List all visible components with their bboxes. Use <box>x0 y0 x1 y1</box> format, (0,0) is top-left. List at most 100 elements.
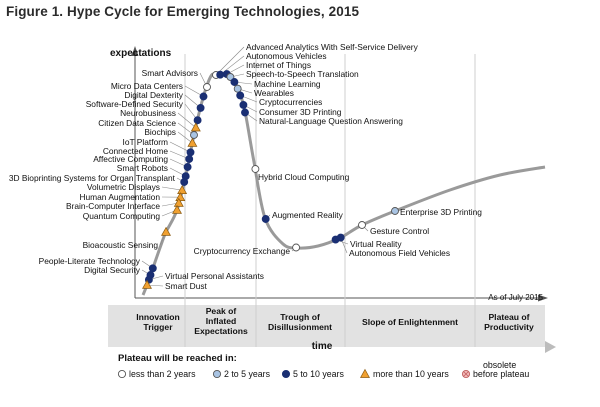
figure-title: Figure 1. Hype Cycle for Emerging Techno… <box>6 4 360 19</box>
technology-label: Digital Dexterity <box>124 90 183 100</box>
technology-label: Autonomous Field Vehicles <box>349 248 450 258</box>
phase-label-trough: Trough of <box>280 312 320 322</box>
technology-marker <box>251 165 260 173</box>
technology-label: Neurobusiness <box>120 108 176 118</box>
time-arrowhead <box>545 341 556 353</box>
legend-label-obsolete: obsolete <box>483 360 516 370</box>
technology-label: Natural-Language Question Answering <box>259 116 403 126</box>
technology-label: Augmented Reality <box>272 210 344 220</box>
technology-marker <box>236 91 245 100</box>
technology-label: Citizen Data Science <box>98 118 176 128</box>
technology-marker <box>187 137 198 147</box>
technology-marker <box>186 148 195 157</box>
technology-label: 3D Bioprinting Systems for Organ Transpl… <box>9 173 176 183</box>
legend-title: Plateau will be reached in: <box>118 353 237 364</box>
phase-label-plateau-2: Productivity <box>484 322 534 332</box>
technology-marker <box>199 92 208 101</box>
phase-label-plateau: Plateau of <box>488 312 529 322</box>
technology-label: Virtual Personal Assistants <box>165 271 264 281</box>
legend-label-lt2: less than 2 years <box>129 369 196 379</box>
phase-label-peak-2: Inflated <box>206 316 237 326</box>
technology-marker <box>336 233 345 242</box>
technology-marker <box>196 103 205 112</box>
technology-label: Machine Learning <box>254 79 321 89</box>
x-axis-arrowhead <box>538 294 548 302</box>
technology-label: Human Augmentation <box>79 192 160 202</box>
technology-marker <box>239 100 248 109</box>
technology-label: Affective Computing <box>93 154 168 164</box>
technology-marker <box>216 70 225 79</box>
technology-label: Bioacoustic Sensing <box>83 240 159 250</box>
technology-marker <box>161 226 171 236</box>
technology-label: Biochips <box>144 127 176 137</box>
technology-label: Brain-Computer Interface <box>66 201 160 211</box>
technology-marker <box>190 122 201 132</box>
phase-label-innovation-2: Trigger <box>143 322 173 332</box>
technology-marker <box>172 204 182 214</box>
x-axis-label: time <box>312 341 333 352</box>
phase-label-peak: Peak of <box>206 306 237 316</box>
technology-label: Advanced Analytics With Self-Service Del… <box>246 42 419 52</box>
technology-label: Volumetric Displays <box>87 182 160 192</box>
technology-label: IoT Platform <box>123 137 168 147</box>
technology-label: Micro Data Centers <box>111 81 183 91</box>
technology-marker <box>292 243 301 252</box>
technology-label: Consumer 3D Printing <box>259 107 342 117</box>
legend-marker-lt2 <box>117 369 127 379</box>
technology-label: People-Literate Technology <box>39 256 141 266</box>
technology-label: Quantum Computing <box>83 211 161 221</box>
technology-label: Smart Robots <box>117 163 168 173</box>
technology-label: Cryptocurrencies <box>259 97 322 107</box>
technology-marker <box>183 163 192 171</box>
leader-line <box>177 131 193 144</box>
legend-label-2to5: 2 to 5 years <box>224 369 271 379</box>
as-of-note: As of July 2015 <box>488 293 543 302</box>
technology-marker <box>177 185 188 194</box>
technology-marker <box>261 215 270 223</box>
phase-label-peak-3: Expectations <box>194 326 248 336</box>
technology-marker <box>230 78 239 86</box>
technology-marker <box>148 264 157 273</box>
technology-label: Virtual Reality <box>350 239 402 249</box>
technology-label: Speech-to-Speech Translation <box>246 69 359 79</box>
phase-label-slope: Slope of Enlightenment <box>362 317 458 327</box>
technology-marker <box>391 207 399 215</box>
y-axis-arrowhead <box>131 46 139 56</box>
technology-marker <box>203 83 211 91</box>
technology-marker <box>193 116 202 125</box>
leader-line <box>177 112 196 128</box>
legend: Plateau will be reached in: less than 2 … <box>117 353 529 379</box>
legend-marker-2to5 <box>212 369 222 379</box>
legend-marker-gt10 <box>360 368 370 378</box>
technology-marker <box>226 73 235 81</box>
technology-marker <box>185 155 194 163</box>
leader-line <box>161 186 183 191</box>
technology-marker <box>175 192 186 201</box>
technology-label: Connected Home <box>103 146 169 156</box>
technology-label: Smart Advisors <box>142 68 198 78</box>
technology-marker <box>190 131 198 139</box>
technology-label: Software-Defined Security <box>86 99 184 109</box>
technology-label: Digital Security <box>84 265 141 275</box>
legend-label-gt10: more than 10 years <box>373 369 449 379</box>
technology-marker <box>180 178 189 186</box>
technology-markers <box>142 70 399 289</box>
technology-label: Cryptocurrency Exchange <box>194 246 291 256</box>
technology-label: Wearables <box>254 88 294 98</box>
leader-line <box>215 46 245 76</box>
technology-labels: Advanced Analytics With Self-Service Del… <box>9 42 482 291</box>
technology-label: Hybrid Cloud Computing <box>258 172 350 182</box>
technology-label: Smart Dust <box>165 281 208 291</box>
technology-label: Internet of Things <box>246 60 311 70</box>
legend-marker-obsolete-x2 <box>463 371 469 377</box>
technology-label: Autonomous Vehicles <box>246 51 327 61</box>
legend-label-5to10: 5 to 10 years <box>293 369 344 379</box>
technology-label: Enterprise 3D Printing <box>400 207 482 217</box>
legend-marker-5to10 <box>281 369 291 379</box>
phase-label-innovation: Innovation <box>136 312 179 322</box>
legend-label-obsolete-2: before plateau <box>473 369 529 379</box>
technology-marker <box>142 279 152 289</box>
technology-label: Gesture Control <box>370 226 429 236</box>
technology-marker <box>233 84 242 93</box>
